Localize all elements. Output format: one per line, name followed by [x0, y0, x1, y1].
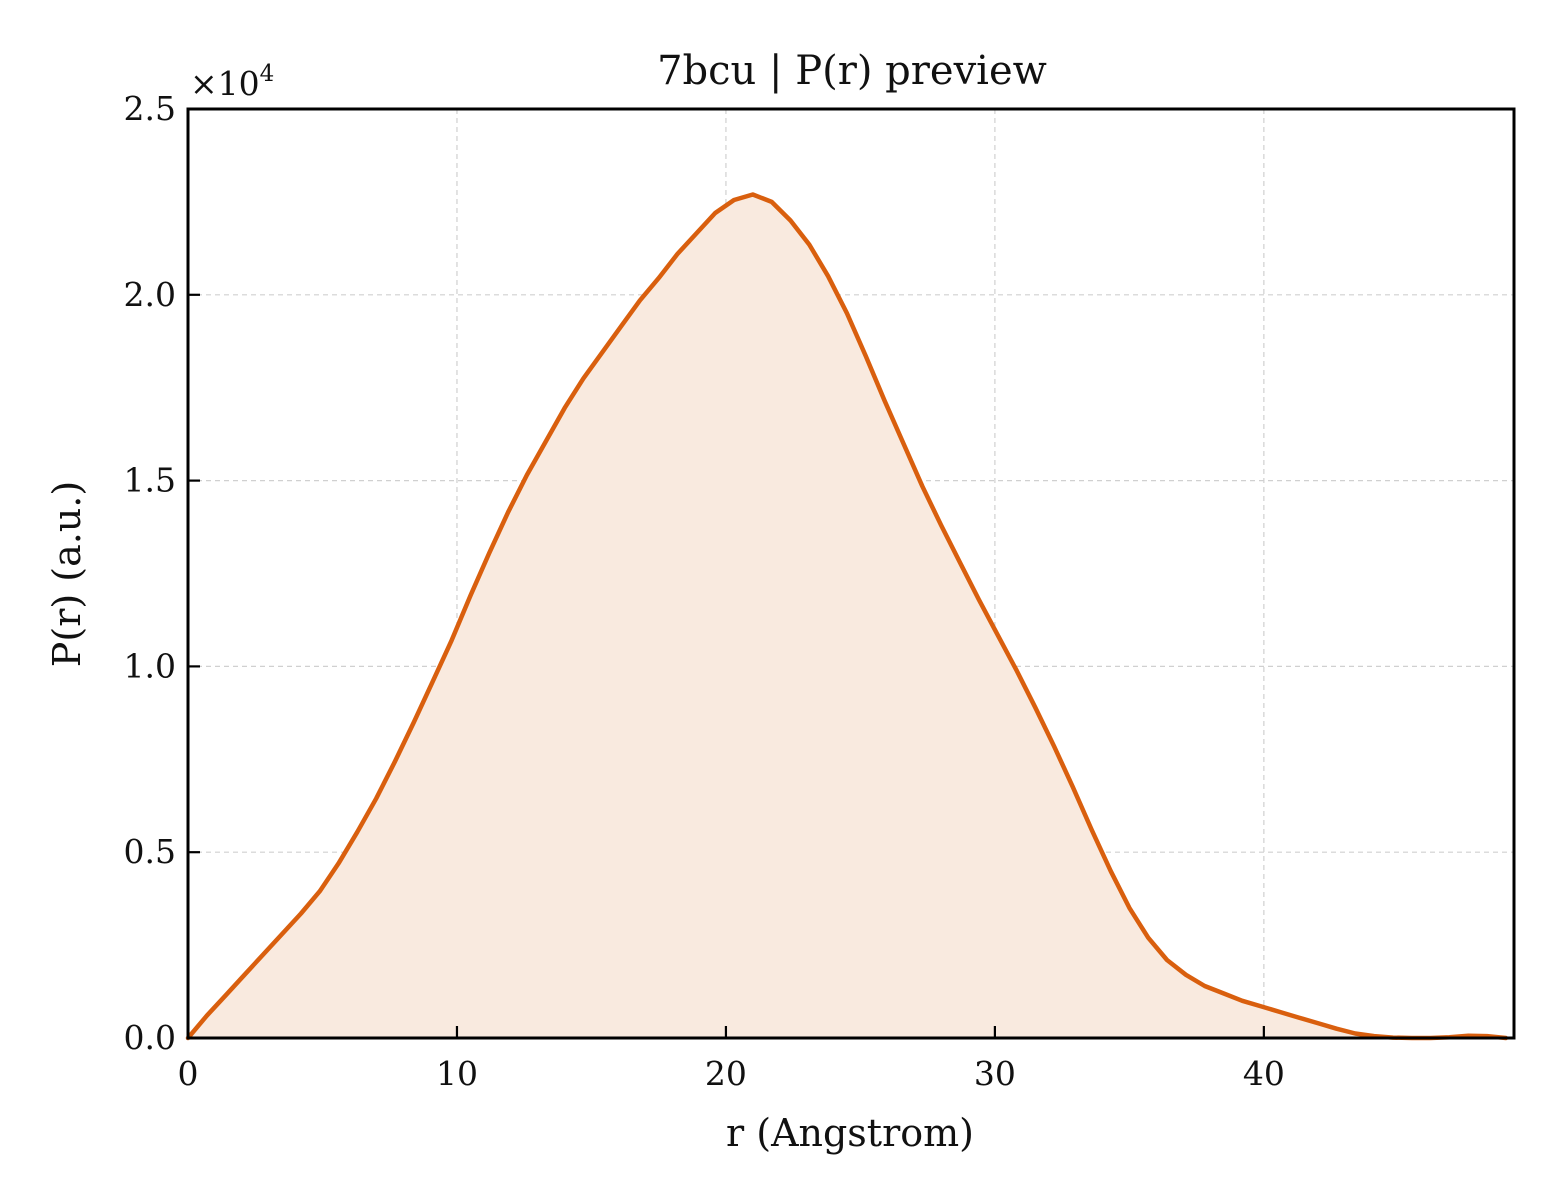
- y-scale-prefix: ×10: [190, 64, 260, 103]
- x-axis-label: r (Angstrom): [726, 1111, 974, 1155]
- pr-line: [185, 192, 1509, 1041]
- tick-labels: 0 10 20 30 40 0.0 0.5 1.0 1.5 2.0 2.5: [124, 89, 1285, 1093]
- y-tick-label: 1.5: [124, 461, 176, 500]
- y-tick-label: 2.0: [124, 275, 176, 314]
- y-axis-label: P(r) (a.u.): [45, 481, 89, 667]
- y-scale-factor: ×104: [190, 61, 274, 103]
- x-tick-label: 20: [705, 1054, 747, 1093]
- y-tick-label: 1.0: [124, 646, 176, 685]
- plot-frame: [186, 107, 1516, 1040]
- x-tick-label: 40: [1243, 1054, 1285, 1093]
- y-scale-exponent: 4: [260, 61, 275, 87]
- chart-title: 7bcu | P(r) preview: [657, 48, 1047, 94]
- area-fill: [188, 194, 1506, 1038]
- y-tick-label: 0.0: [124, 1018, 176, 1057]
- x-tick-label: 0: [178, 1054, 199, 1093]
- y-tick-label: 2.5: [124, 89, 176, 128]
- y-tick-label: 0.5: [124, 832, 176, 871]
- x-tick-label: 30: [974, 1054, 1016, 1093]
- x-tick-label: 10: [436, 1054, 478, 1093]
